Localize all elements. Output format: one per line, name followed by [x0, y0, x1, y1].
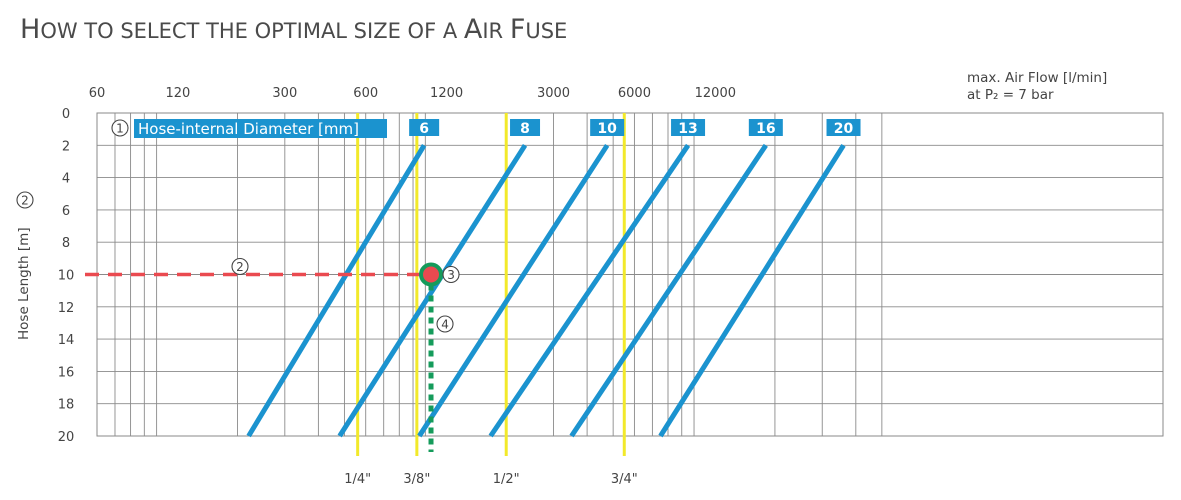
intersection-step-marker-label: 3: [447, 268, 455, 282]
y-tick-6: 6: [62, 204, 70, 219]
series-tag-16: 16: [748, 119, 783, 137]
y-axis-label: Hose Length [m]: [16, 227, 32, 340]
series-tag-13: 13: [671, 119, 706, 137]
series-tag-bg-20: [826, 119, 861, 136]
intersection-marker: [419, 262, 444, 287]
chart-title: HOW TO SELECT THE OPTIMAL SIZE OF A AIR …: [20, 14, 567, 45]
x-tick-1200: 1200: [430, 86, 463, 101]
series-tag-label-6: 6: [419, 121, 429, 137]
y-axis-step-marker-label: 2: [21, 193, 29, 207]
y-axis-step-marker-ring: [16, 191, 34, 209]
length-step-marker-label: 2: [236, 260, 244, 274]
fitting-label-3: 3/4": [611, 472, 638, 487]
series-tag-20: 20: [826, 119, 861, 137]
y-tick-4: 4: [62, 172, 70, 187]
flow-step-marker-label: 4: [441, 317, 449, 331]
y-tick-12: 12: [58, 301, 75, 316]
flow-step-marker-ring: [436, 315, 454, 333]
series-line-16: [569, 143, 768, 438]
series-line-20: [658, 143, 846, 438]
x-tick-300: 300: [272, 86, 297, 101]
series-tag-bg-6: [409, 119, 440, 136]
series-tag-label-16: 16: [756, 121, 775, 137]
legend-step-marker-ring: [111, 119, 129, 137]
x-axis-label-line-1: at P₂ = 7 bar: [967, 87, 1054, 103]
x-axis-label-line-0: max. Air Flow [l/min]: [967, 70, 1107, 86]
y-tick-10: 10: [58, 269, 75, 284]
legend-label: Hose-internal Diameter [mm]: [138, 120, 359, 138]
series-line-6: [246, 144, 427, 438]
y-tick-16: 16: [58, 365, 75, 380]
series-tag-bg-8: [510, 119, 541, 136]
fitting-label-2: 1/2": [493, 472, 520, 487]
y-tick-0: 0: [62, 107, 70, 122]
y-tick-2: 2: [62, 139, 70, 154]
x-tick-120: 120: [165, 86, 190, 101]
y-tick-14: 14: [58, 333, 75, 348]
series-tag-label-13: 13: [678, 121, 697, 137]
legend-bg: [134, 119, 387, 138]
legend-step-marker-label: 1: [116, 121, 124, 135]
legend-step-marker: 1: [111, 119, 129, 137]
series-tag-8: 8: [510, 119, 541, 137]
series-tag-label-20: 20: [834, 121, 854, 137]
series-tag-bg-10: [590, 119, 625, 136]
series-tag-6: 6: [409, 119, 440, 137]
intersection-step-marker-ring: [442, 265, 460, 284]
series-tag-bg-13: [671, 119, 706, 136]
x-tick-6000: 6000: [618, 86, 651, 101]
series-tag-label-8: 8: [520, 121, 530, 137]
x-tick-600: 600: [353, 86, 378, 101]
flow-step-marker: 4: [436, 315, 454, 333]
fitting-label-1: 3/8": [403, 472, 430, 487]
series-tag-10: 10: [590, 119, 625, 137]
series-tag-label-10: 10: [597, 121, 617, 137]
y-tick-18: 18: [58, 398, 75, 413]
length-step-marker: 2: [231, 257, 249, 276]
y-axis-step-marker: 2: [16, 191, 34, 209]
length-step-marker-ring: [231, 257, 249, 276]
series-line-10: [417, 143, 610, 438]
example-guides: 2 3 4: [85, 257, 460, 452]
x-tick-3000: 3000: [537, 86, 570, 101]
hose-series: 6 8 10 13 16 20: [246, 119, 861, 438]
fitting-label-0: 1/4": [344, 472, 371, 487]
x-tick-12000: 12000: [695, 86, 736, 101]
y-tick-20: 20: [58, 430, 75, 445]
series-line-13: [488, 143, 691, 438]
legend: 1 Hose-internal Diameter [mm]: [111, 119, 387, 138]
axis-labels: 1 Hose-internal Diameter [mm] 0 2 4 6 8 10 12 14 1…: [16, 70, 1107, 445]
series-tag-bg-16: [748, 119, 783, 136]
series-line-8: [337, 143, 528, 438]
y-tick-8: 8: [62, 236, 70, 251]
x-tick-60: 60: [89, 86, 106, 101]
intersection-step-marker: 3: [442, 265, 460, 284]
